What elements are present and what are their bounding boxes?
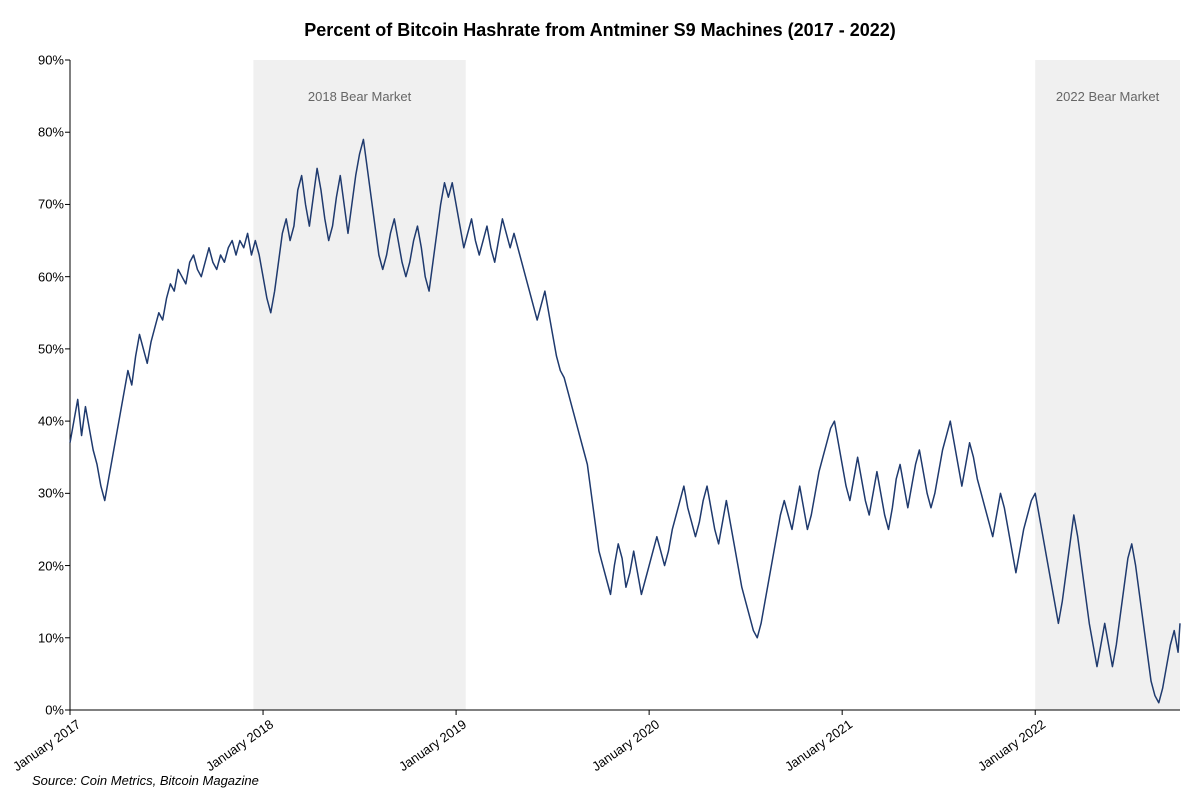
y-tick-label: 60% [38, 269, 70, 284]
chart-plot-area: 0%10%20%30%40%50%60%70%80%90%January 201… [70, 60, 1180, 710]
bear-market-band-label: 2022 Bear Market [1035, 89, 1180, 104]
hashrate-series-line [70, 139, 1180, 702]
x-tick-label: January 2017 [5, 710, 83, 774]
y-tick-label: 30% [38, 486, 70, 501]
chart-source: Source: Coin Metrics, Bitcoin Magazine [32, 773, 259, 788]
y-tick-label: 80% [38, 125, 70, 140]
chart-container: Percent of Bitcoin Hashrate from Antmine… [0, 0, 1200, 806]
y-tick-label: 50% [38, 341, 70, 356]
x-tick-label: January 2019 [392, 710, 470, 774]
y-tick-label: 20% [38, 558, 70, 573]
x-tick-label: January 2018 [198, 710, 276, 774]
y-tick-label: 10% [38, 630, 70, 645]
x-tick-label: January 2020 [585, 710, 663, 774]
bear-market-band-label: 2018 Bear Market [253, 89, 465, 104]
y-tick-label: 90% [38, 53, 70, 68]
y-tick-label: 70% [38, 197, 70, 212]
chart-title: Percent of Bitcoin Hashrate from Antmine… [0, 20, 1200, 41]
x-tick-label: January 2021 [778, 710, 856, 774]
y-tick-label: 40% [38, 414, 70, 429]
x-tick-label: January 2022 [971, 710, 1049, 774]
